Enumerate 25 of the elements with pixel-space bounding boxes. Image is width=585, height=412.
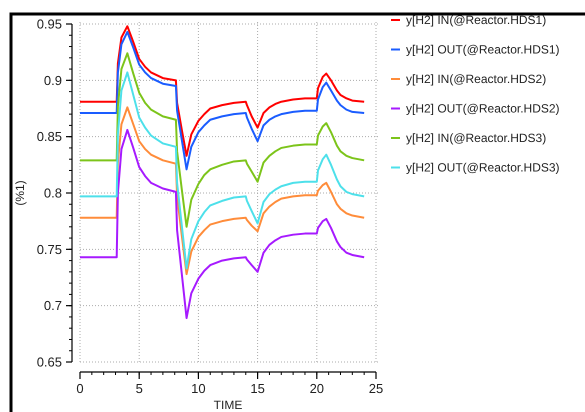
y-tick-label: 0.85 bbox=[36, 129, 62, 144]
y-axis-title: (%1) bbox=[13, 180, 27, 206]
y-tick-label: 0.65 bbox=[36, 354, 62, 370]
legend-label: y[H2] IN(@Reactor.HDS1) bbox=[406, 13, 546, 28]
x-tick-label: 20 bbox=[310, 381, 324, 396]
x-tick-label: 5 bbox=[136, 381, 143, 396]
y-tick-label: 0.9 bbox=[44, 72, 62, 88]
x-tick-label: 0 bbox=[76, 381, 84, 396]
x-axis-title: TIME bbox=[214, 398, 242, 412]
y-tick-label: 0.7 bbox=[44, 298, 62, 314]
y-tick-label: 0.95 bbox=[36, 16, 62, 32]
x-tick-label: 25 bbox=[368, 381, 384, 396]
x-tick-label: 15 bbox=[250, 381, 265, 396]
line-series bbox=[79, 52, 366, 228]
y-tick-label: 0.8 bbox=[44, 186, 62, 201]
legend-label: y[H2] OUT(@Reactor.HDS2) bbox=[406, 102, 560, 116]
legend-label: y[H2] OUT(@Reactor.HDS1) bbox=[406, 42, 560, 57]
y-tick-label: 0.75 bbox=[36, 242, 62, 257]
legend-label: y[H2] IN(@Reactor.HDS3) bbox=[406, 131, 546, 146]
legend-label: y[H2] OUT(@Reactor.HDS3) bbox=[406, 160, 560, 175]
legend-label: y[H2] IN(@Reactor.HDS2) bbox=[406, 72, 546, 86]
line-series bbox=[79, 128, 366, 320]
x-tick-label: 10 bbox=[191, 381, 206, 396]
line-series bbox=[79, 106, 366, 276]
line-series bbox=[79, 71, 366, 270]
